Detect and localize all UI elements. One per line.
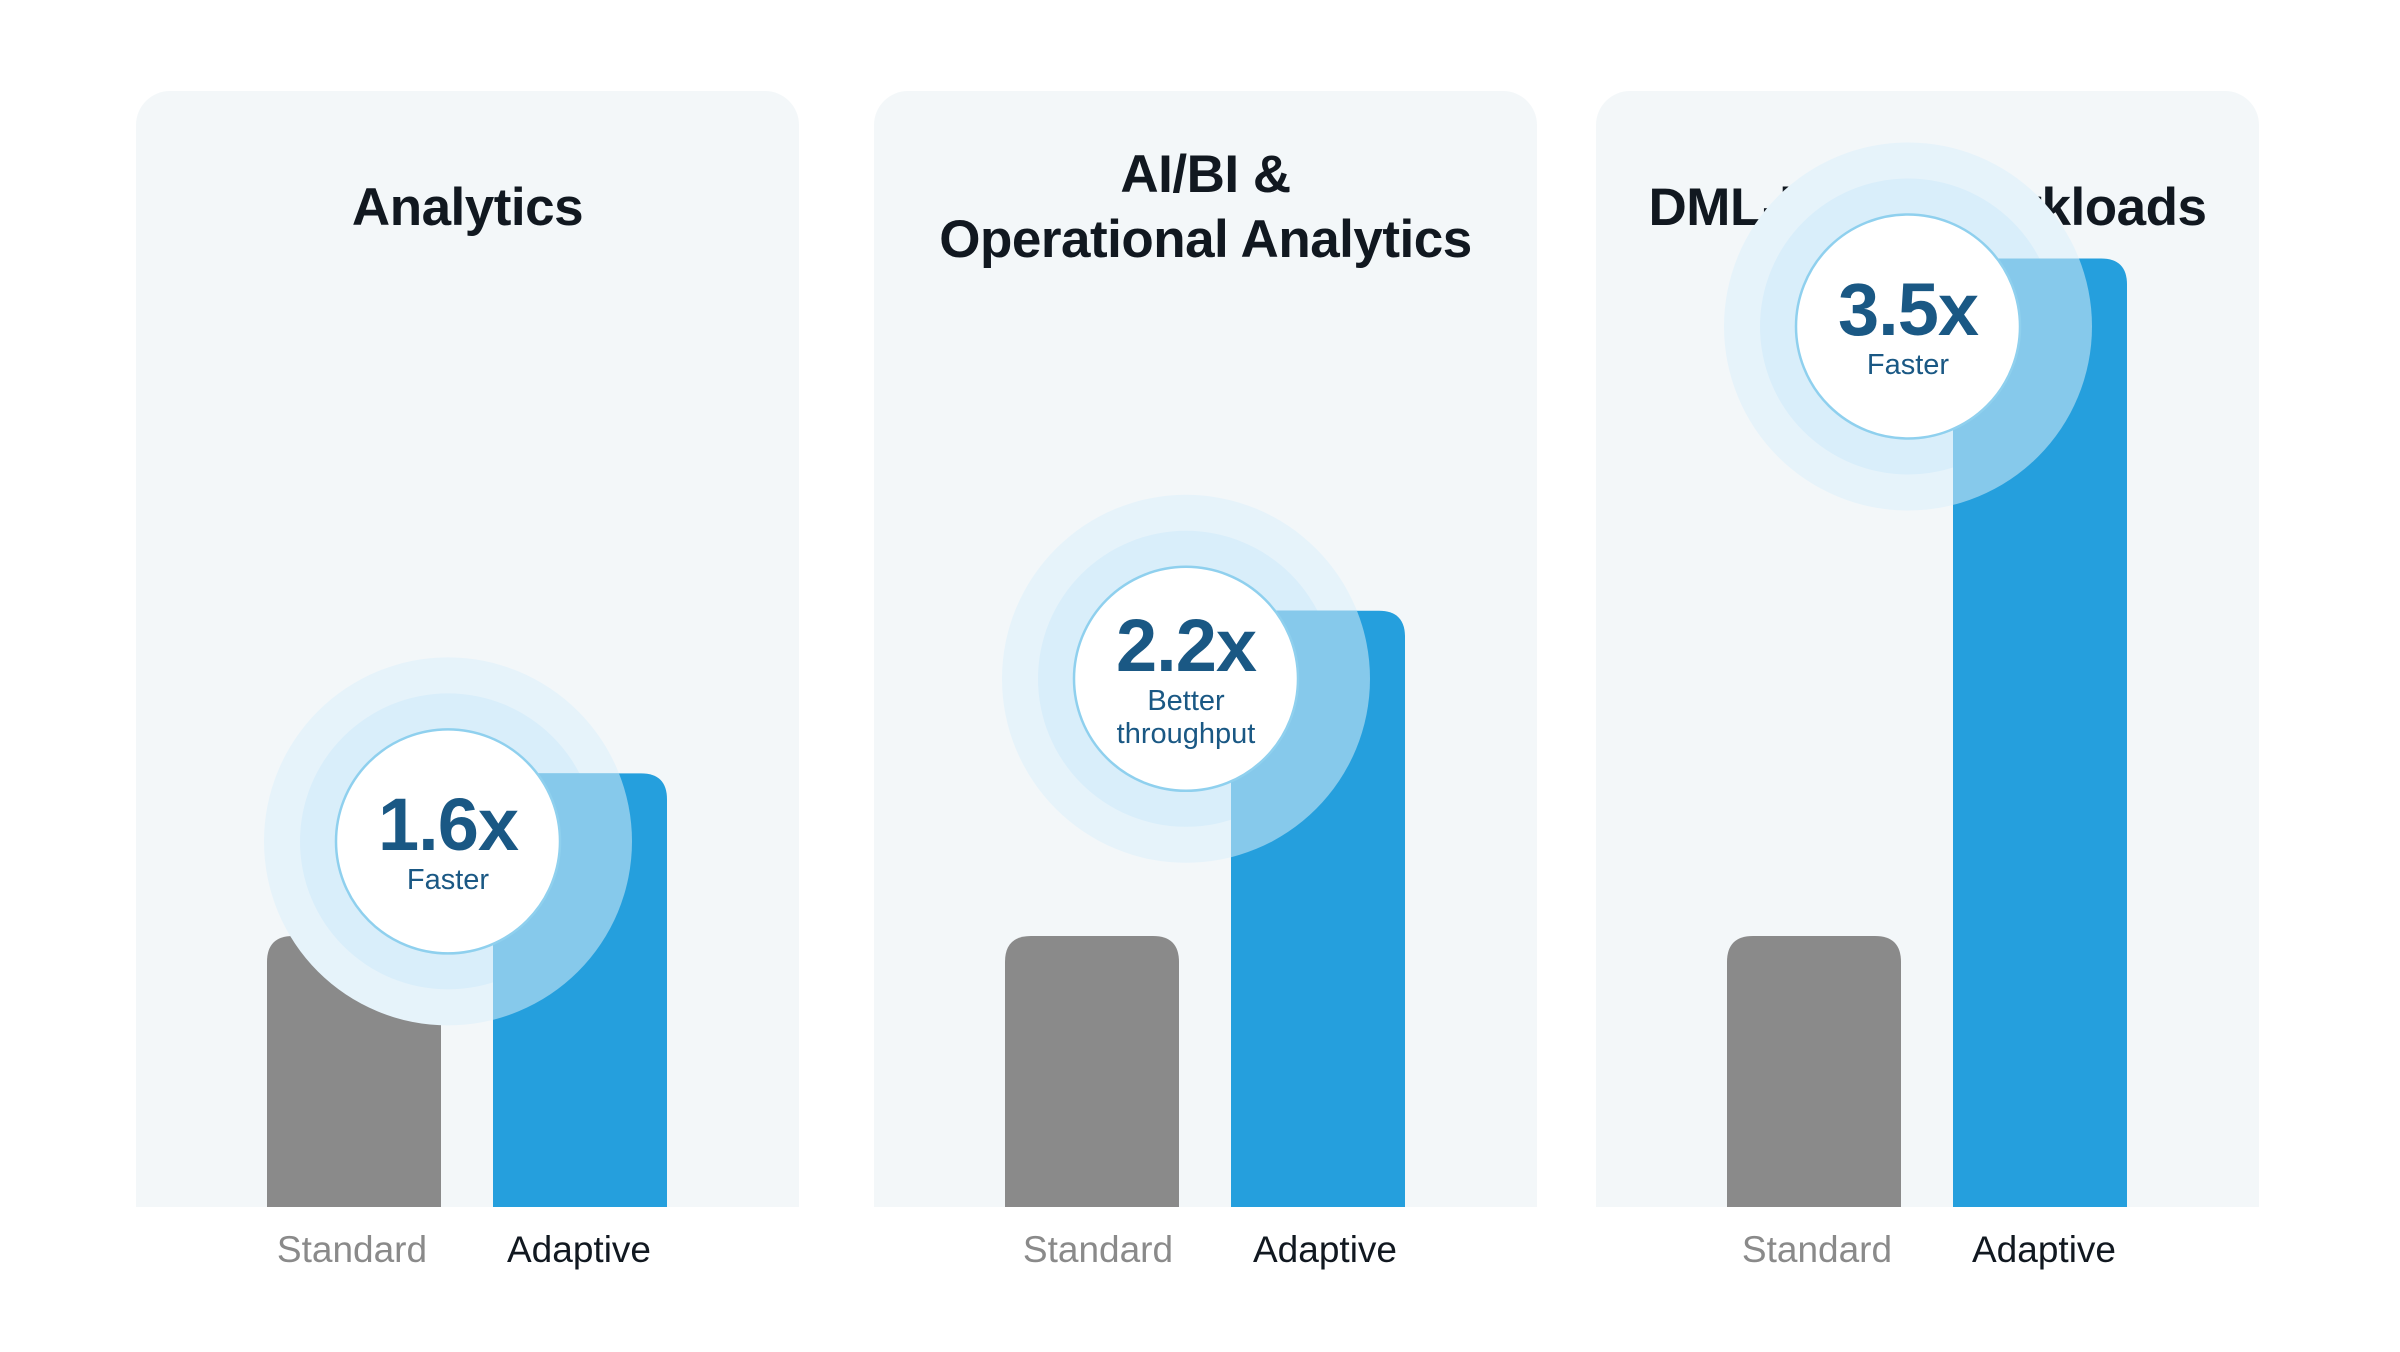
badge-circle	[1072, 565, 1300, 793]
bar-adaptive	[1953, 258, 2127, 1207]
chart-group	[264, 657, 667, 1207]
chart-title-line-2: Operational Analytics	[939, 210, 1472, 269]
chart-group	[1724, 142, 2127, 1207]
x-tick-label-adaptive: Adaptive	[1972, 1229, 2116, 1270]
bar-standard	[1005, 936, 1179, 1207]
x-tick-label-adaptive: Adaptive	[1253, 1229, 1397, 1270]
chart-title-analytics: Analytics	[351, 178, 584, 237]
multiplier-caption-line-2: throughput	[1116, 717, 1256, 750]
multiplier-caption-line-1: Better	[1147, 684, 1225, 717]
x-tick-label-standard: Standard	[1022, 1229, 1174, 1270]
x-tick-label-adaptive: Adaptive	[507, 1229, 651, 1270]
multiplier-value: 3.5x	[1837, 268, 1979, 351]
halo-bar-overlap	[493, 773, 632, 1026]
chart-group	[1002, 494, 1405, 1207]
badge-circle	[1794, 213, 2022, 440]
multiplier-value: 1.6x	[377, 782, 519, 866]
bar-standard	[1727, 936, 1901, 1207]
halo-bar-overlap	[1953, 258, 2092, 511]
x-tick-label-standard: Standard	[276, 1229, 428, 1270]
chart-title-line-1: AI/BI &	[1120, 145, 1291, 204]
multiplier-caption: Faster	[406, 863, 490, 896]
badge-circle	[334, 728, 562, 955]
multiplier-badge-dml: 3.5x Faster	[1796, 215, 2020, 439]
halo-bar-overlap	[1231, 610, 1370, 863]
multiplier-badge-ai-bi: 2.2x Better throughput	[1074, 567, 1298, 791]
multiplier-caption: Faster	[1866, 349, 1950, 381]
multiplier-value: 2.2x	[1115, 603, 1257, 687]
chart-title-ai-bi: AI/BI & Operational Analytics	[874, 142, 1537, 272]
multiplier-badge-analytics: 1.6x Faster	[336, 729, 560, 953]
x-tick-label-standard: Standard	[1741, 1229, 1893, 1270]
